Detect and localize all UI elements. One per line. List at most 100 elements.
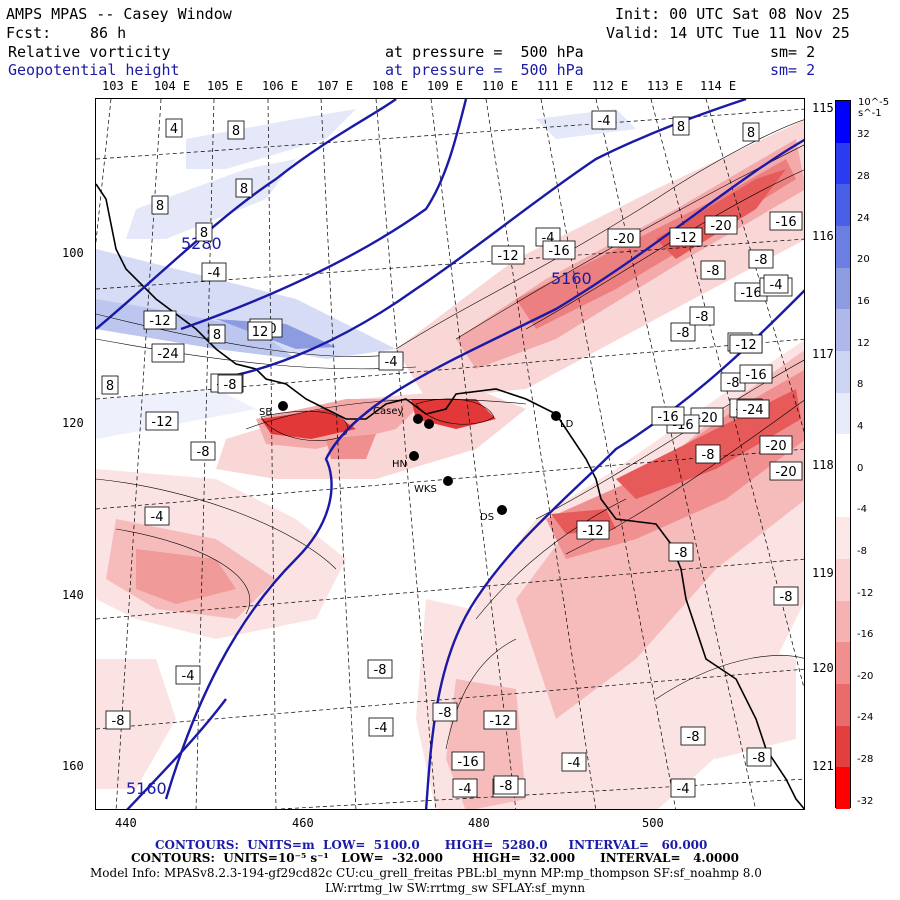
colorbar-label: -4 <box>857 504 867 516</box>
svg-text:8: 8 <box>213 328 221 343</box>
svg-text:-16: -16 <box>745 368 766 383</box>
height-contour-info: CONTOURS: UNITS=m LOW= 5100.0 HIGH= 5280… <box>155 838 708 852</box>
station-dot <box>278 401 288 411</box>
colorbar-label: 8 <box>857 379 864 391</box>
x-tick-label: 440 <box>115 816 137 830</box>
colorbar-unit: 10^-5 s^-1 <box>858 97 890 119</box>
plot-title: AMPS MPAS -- Casey Window <box>6 5 232 23</box>
field2-level: at pressure = 500 hPa <box>385 61 584 79</box>
station-dot <box>443 476 453 486</box>
vorticity-label: -4 <box>175 665 201 685</box>
svg-text:12: 12 <box>252 325 269 340</box>
vorticity-label: 8 <box>151 195 169 215</box>
model-info: Model Info: MPASv8.2.3-194-gf29cd82c CU:… <box>90 866 762 880</box>
top-longitude-label: 105 E <box>207 79 244 93</box>
svg-text:-4: -4 <box>208 266 221 281</box>
svg-text:-12: -12 <box>675 231 696 246</box>
station-markers <box>278 401 561 515</box>
vorticity-label: -8 <box>670 322 696 342</box>
svg-text:8: 8 <box>747 126 755 141</box>
vorticity-label: -8 <box>668 542 694 562</box>
vorticity-label: -16 <box>651 406 685 426</box>
top-longitude-label: 108 E <box>372 79 409 93</box>
vorticity-label: 8 <box>672 116 690 136</box>
svg-text:-24: -24 <box>157 347 178 362</box>
svg-text:-8: -8 <box>687 730 700 745</box>
top-longitude-label: 104 E <box>154 79 191 93</box>
svg-text:-4: -4 <box>151 510 164 525</box>
vorticity-label: -12 <box>576 520 610 540</box>
vorticity-label: -24 <box>151 343 185 363</box>
colorbar-label: -32 <box>857 795 874 807</box>
vorticity-label: -20 <box>759 435 793 455</box>
top-longitude-label: 111 E <box>537 79 574 93</box>
svg-text:-20: -20 <box>765 439 786 454</box>
station-dot <box>424 419 434 429</box>
colorbar-segment <box>836 267 850 310</box>
field1-level: at pressure = 500 hPa <box>385 43 584 61</box>
y-tick-label: 160 <box>62 759 84 773</box>
svg-text:-20: -20 <box>775 465 796 480</box>
svg-text:-12: -12 <box>582 524 603 539</box>
field2-smoothing: sm= 2 <box>770 61 816 79</box>
svg-text:-16: -16 <box>740 286 761 301</box>
svg-text:-4: -4 <box>598 114 611 129</box>
svg-text:-16: -16 <box>457 755 478 770</box>
colorbar-segment <box>836 725 850 768</box>
geopotential-height-contours <box>96 99 804 809</box>
vorticity-label: -8 <box>773 586 799 606</box>
colorbar-label: -8 <box>857 545 867 557</box>
colorbar-segment <box>836 309 850 352</box>
colorbar-segment <box>836 142 850 185</box>
svg-text:-20: -20 <box>710 219 731 234</box>
top-longitude-label: 103 E <box>102 79 139 93</box>
x-tick-label: 460 <box>292 816 314 830</box>
model-info-2: LW:rrtmg_lw SW:rrtmg_sw SFLAY:sf_mynn <box>325 881 586 895</box>
height-label: 5160 <box>126 779 167 798</box>
svg-text:8: 8 <box>240 182 248 197</box>
colorbar-label: 0 <box>857 462 864 474</box>
colorbar-label: -16 <box>857 629 874 641</box>
vorticity-label: -4 <box>452 778 478 798</box>
vorticity-label: -12 <box>669 227 703 247</box>
vorticity-label: -4 <box>591 110 617 130</box>
colorbar-label: 24 <box>857 212 870 224</box>
vorticity-label: -20 <box>704 215 738 235</box>
y-tick-label: 120 <box>62 416 84 430</box>
vorticity-label: -16 <box>451 751 485 771</box>
colorbar-segment <box>836 225 850 269</box>
svg-text:8: 8 <box>200 226 208 241</box>
vorticity-label: -20 <box>607 228 641 248</box>
svg-text:-8: -8 <box>702 448 715 463</box>
vorticity-label: -16 <box>769 211 803 231</box>
svg-text:-8: -8 <box>780 590 793 605</box>
colorbar-segment <box>836 600 850 643</box>
vorticity-label: -8 <box>190 441 216 461</box>
valid-time: Valid: 14 UTC Tue 11 Nov 25 <box>606 24 850 42</box>
top-longitude-label: 110 E <box>482 79 519 93</box>
vorticity-label: -8 <box>432 702 458 722</box>
colorbar-segment <box>836 350 850 394</box>
vorticity-label: -8 <box>105 710 131 730</box>
vorticity-label: -8 <box>367 659 393 679</box>
vorticity-label: -12 <box>491 245 525 265</box>
svg-text:-8: -8 <box>755 253 768 268</box>
top-longitude-label: 107 E <box>317 79 354 93</box>
svg-text:-12: -12 <box>735 338 756 353</box>
vorticity-label: -4 <box>201 262 227 282</box>
vorticity-label: -4 <box>561 752 587 772</box>
vorticity-label: -8 <box>746 747 772 767</box>
svg-text:-8: -8 <box>753 751 766 766</box>
station-label: WKS <box>414 484 437 495</box>
coastline <box>96 183 804 809</box>
top-longitude-label: 109 E <box>427 79 464 93</box>
vorticity-label: -8 <box>748 249 774 269</box>
vorticity-label: 8 <box>227 120 245 140</box>
y-tick-label: 140 <box>62 588 84 602</box>
svg-text:-24: -24 <box>742 403 763 418</box>
svg-text:-8: -8 <box>197 445 210 460</box>
station-dot <box>409 451 419 461</box>
height-label: 5160 <box>551 269 592 288</box>
vorticity-label: 8 <box>195 222 213 242</box>
vorticity-label: -8 <box>680 726 706 746</box>
